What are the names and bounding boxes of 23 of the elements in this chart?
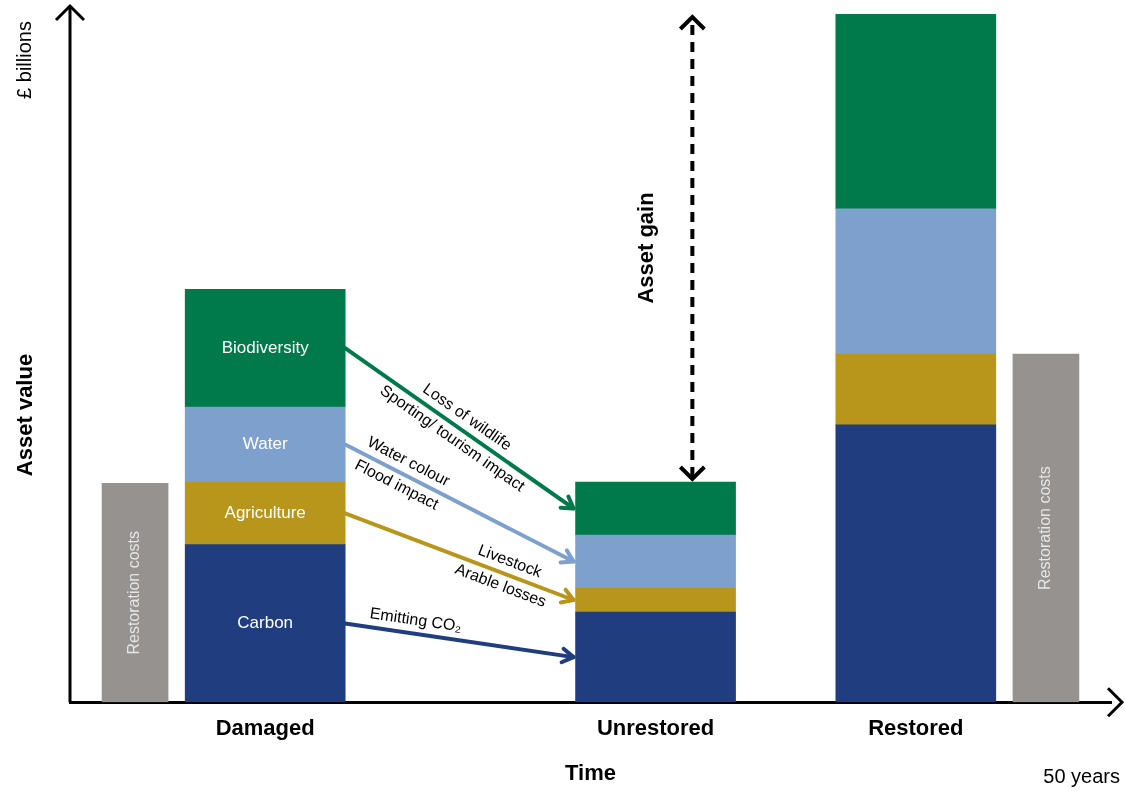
annotation: Emitting CO₂ — [368, 604, 463, 635]
text: £ billions — [13, 21, 36, 99]
bar — [1012, 353, 1080, 703]
series-label: Carbon — [237, 613, 294, 633]
series-label: Agriculture — [224, 502, 306, 522]
bar — [835, 424, 997, 703]
bar — [835, 353, 997, 426]
bar — [184, 544, 346, 703]
bar — [835, 208, 997, 355]
bar — [575, 611, 736, 703]
text: Restoration costs — [125, 530, 143, 655]
x-tick-label: Restored — [868, 715, 964, 741]
series-label: Water — [242, 434, 288, 454]
bar — [835, 14, 997, 210]
bar — [101, 483, 169, 703]
y-axis-title: Asset value — [11, 353, 37, 477]
series-label: Restoration costs — [1036, 466, 1054, 590]
x-axis-title: Time — [565, 759, 616, 785]
annotation: Asset gain — [633, 192, 659, 304]
text: 50 years — [1043, 765, 1120, 788]
x-tick-label: Unrestored — [596, 715, 715, 741]
x-tick-label: Damaged — [215, 715, 315, 741]
series-label: Biodiversity — [221, 337, 310, 357]
